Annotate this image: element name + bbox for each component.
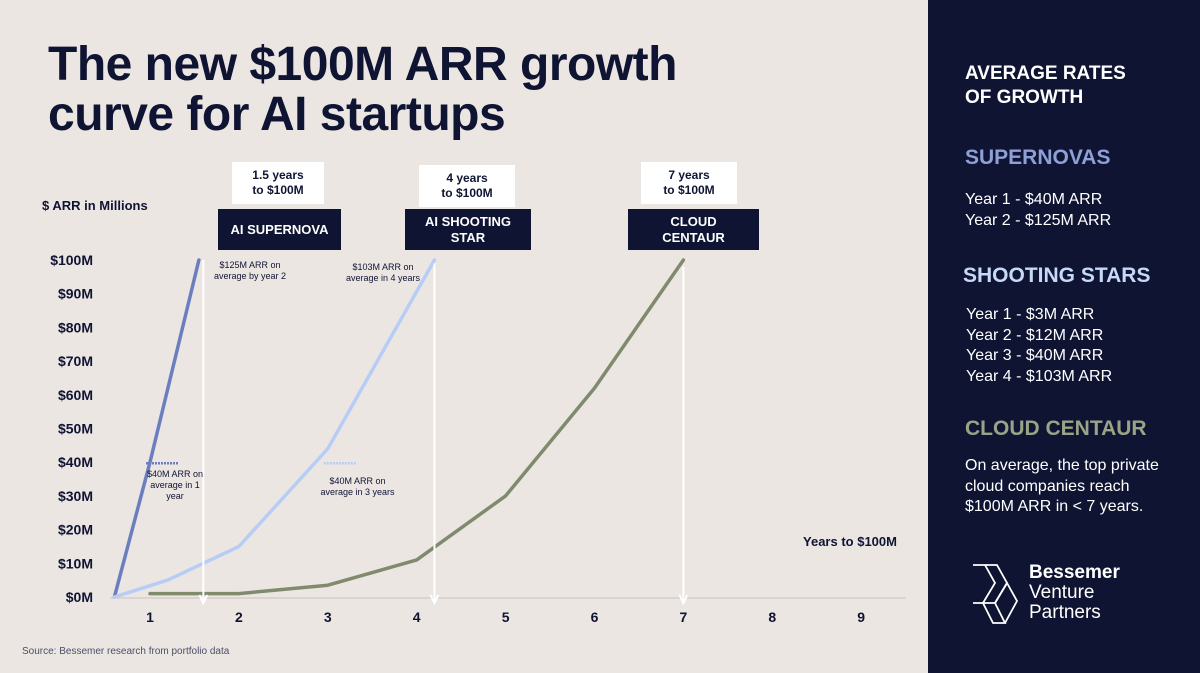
shooting-star-tag: AI SHOOTING STAR — [405, 209, 531, 250]
y-tick-label: $10M — [58, 555, 93, 571]
y-tick-label: $60M — [58, 387, 93, 403]
centaur-tag: CLOUD CENTAUR — [628, 209, 759, 250]
x-axis-title: Years to $100M — [803, 534, 897, 549]
y-tick-label: $90M — [58, 286, 93, 302]
sidebar-heading: AVERAGE RATES OF GROWTH — [965, 63, 1126, 108]
list-item: Year 1 - $40M ARR — [965, 191, 1103, 208]
x-tick-label: 5 — [502, 609, 510, 625]
bessemer-logo: Bessemer Venture Partners — [971, 563, 1171, 635]
shooting-star-year4-note: $103M ARR on average in 4 years — [345, 262, 421, 283]
y-tick-label: $100M — [50, 252, 93, 268]
supernova-year1-note: $40M ARR on average in 1 year — [146, 469, 204, 501]
supernovas-list: Year 1 - $40M ARR Year 2 - $125M ARR — [965, 190, 1111, 231]
ai-supernova-line — [112, 258, 201, 599]
y-tick-label: $40M — [58, 454, 93, 470]
logo-wordmark: Bessemer Venture Partners — [1029, 563, 1120, 623]
source-note: Source: Bessemer research from portfolio… — [22, 646, 230, 657]
page-title: The new $100M ARR growth curve for AI st… — [48, 38, 677, 141]
shooting-stars-list: Year 1 - $3M ARR Year 2 - $12M ARR Year … — [966, 305, 1112, 387]
x-tick-label: 6 — [591, 609, 599, 625]
y-tick-label: $20M — [58, 522, 93, 538]
supernovas-title: SUPERNOVAS — [965, 146, 1111, 169]
drop-arrow-icon — [198, 594, 209, 606]
centaur-time-box: 7 years to $100M — [641, 162, 737, 204]
list-item: Year 2 - $125M ARR — [965, 211, 1112, 229]
cloud-centaur-text: On average, the top private cloud compan… — [965, 457, 1159, 515]
y-axis-title: $ ARR in Millions — [42, 198, 148, 213]
supernova-tag: AI SUPERNOVA — [218, 209, 341, 250]
y-tick-label: $50M — [58, 421, 93, 437]
y-tick-label: $30M — [58, 488, 93, 504]
shooting-star-year3-note: $40M ARR on average in 3 years — [320, 476, 395, 497]
x-tick-label: 2 — [235, 609, 243, 625]
supernova-year2-note: $125M ARR on average by year 2 — [213, 260, 287, 281]
sidebar: AVERAGE RATES OF GROWTH SUPERNOVAS Year … — [928, 0, 1200, 673]
y-tick-label: $70M — [58, 353, 93, 369]
logo-mark-icon — [973, 564, 1019, 624]
drop-arrow-icon — [429, 594, 440, 606]
growth-chart: $0M $10M $20M $30M $40M $50M $60M $70M $80M $90M $… — [50, 252, 906, 625]
shooting-star-time-box: 4 years to $100M — [419, 165, 515, 207]
y-tick-label: $80M — [58, 319, 93, 335]
cloud-centaur-line — [148, 258, 686, 596]
x-tick-label: 8 — [768, 609, 776, 625]
x-tick-label: 9 — [857, 609, 865, 625]
list-item: Year 2 - $12M ARR — [966, 326, 1104, 344]
logo-line-3: Partners — [1029, 602, 1101, 623]
y-tick-label: $0M — [66, 589, 93, 605]
x-tick-label: 1 — [146, 609, 154, 625]
list-item: Year 3 - $40M ARR — [966, 347, 1104, 364]
shooting-stars-title: SHOOTING STARS — [963, 264, 1151, 287]
list-item: Year 1 - $3M ARR — [966, 306, 1095, 323]
logo-line-1: Bessemer — [1029, 562, 1120, 583]
x-tick-label: 4 — [413, 609, 421, 625]
drop-arrow-icon — [678, 594, 689, 606]
cloud-centaur-title: CLOUD CENTAUR — [965, 417, 1147, 440]
x-tick-label: 7 — [680, 609, 688, 625]
list-item: Year 4 - $103M ARR — [966, 367, 1113, 385]
supernova-time-box: 1.5 years to $100M — [232, 162, 324, 204]
logo-line-2: Venture — [1029, 582, 1095, 603]
x-tick-label: 3 — [324, 609, 332, 625]
ai-shooting-star-line — [112, 258, 437, 599]
